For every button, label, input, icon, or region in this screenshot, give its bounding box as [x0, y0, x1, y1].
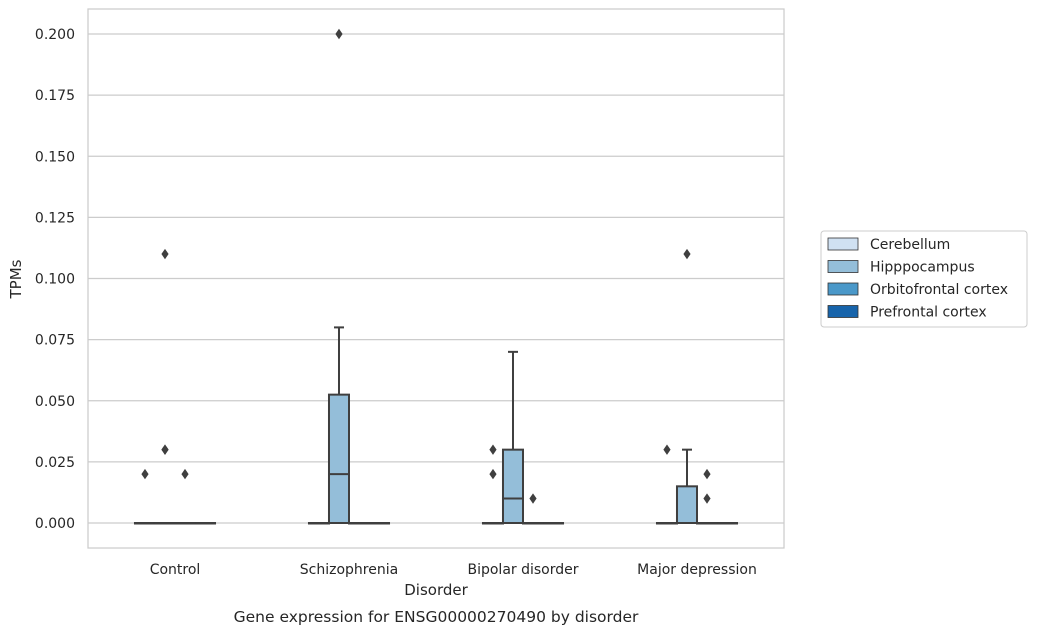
legend-swatch-1	[827, 260, 859, 273]
y-tick-label-1: 0.025	[35, 455, 75, 471]
legend-label-0: Cerebellum	[870, 237, 950, 253]
y-axis-label: TPMs	[7, 259, 25, 299]
box-body	[675, 485, 698, 525]
outlier-1-0-2	[161, 444, 169, 455]
outlier-1-1-0	[335, 28, 343, 40]
y-tick-label-4: 0.100	[35, 272, 75, 288]
box-0-2	[481, 522, 504, 525]
outlier-1-3-0	[683, 248, 691, 260]
legend-frame	[820, 230, 1028, 328]
x-tick-label-1: Schizophrenia	[300, 562, 398, 578]
box-body	[327, 393, 350, 525]
legend-swatch-2	[827, 282, 859, 296]
box-1-0	[153, 522, 177, 525]
box-3-0	[194, 522, 217, 525]
outlier-extra-2	[489, 468, 497, 480]
legend-label-3: Prefrontal cortex	[870, 305, 987, 321]
y-tick-label-3: 0.075	[35, 333, 75, 349]
outlier-extra-1	[489, 444, 497, 455]
x-axis-label: Disorder	[404, 581, 468, 599]
legend-label-1: Hipppocampus	[870, 260, 975, 276]
outlier-2-3-0	[703, 468, 711, 480]
y-tick-label-5: 0.125	[35, 210, 75, 226]
y-tick-labels: 0.000 0.025 0.050 0.075 0.100 0.125 0.150 0.175…	[35, 27, 75, 532]
outlier-extra-0	[141, 468, 149, 480]
box-body	[501, 448, 524, 524]
x-tick-label-0: Control	[150, 562, 201, 578]
box-3-1	[368, 522, 391, 525]
box-2-0	[174, 522, 197, 525]
outlier-2-0-0	[181, 468, 189, 480]
box-0-0	[133, 522, 156, 525]
outlier-2-2-0	[529, 493, 537, 504]
box-3-3	[716, 522, 739, 525]
legend-swatch-0	[827, 237, 859, 251]
box-0-1	[307, 522, 330, 525]
y-tick-label-2: 0.050	[35, 394, 75, 410]
plot-frame	[87, 8, 785, 549]
box-0-3	[655, 522, 678, 525]
box-groups	[133, 326, 739, 525]
box-1-1	[327, 326, 350, 525]
y-tick-label-8: 0.200	[35, 27, 75, 43]
y-tick-label-7: 0.175	[35, 88, 75, 104]
box-1-3	[675, 448, 698, 525]
legend-swatch-3	[827, 305, 859, 318]
x-tick-labels: Control Schizophrenia Bipolar disorder Majo…	[150, 562, 757, 578]
legend: Cerebellum Hipppocampus Orbitofrontal cort…	[820, 230, 1028, 328]
box-1-2	[501, 350, 524, 524]
y-tick-label-0: 0.000	[35, 516, 75, 532]
outlier-1-0-0	[161, 248, 169, 260]
box-2-3	[696, 522, 719, 525]
outlier-points	[141, 28, 711, 504]
legend-label-2: Orbitofrontal cortex	[870, 282, 1008, 298]
x-tick-label-2: Bipolar disorder	[467, 562, 578, 578]
y-tick-label-6: 0.150	[35, 149, 75, 165]
outlier-extra-3	[663, 444, 671, 455]
outlier-2-3-1	[703, 493, 711, 504]
chart-caption: Gene expression for ENSG00000270490 by d…	[234, 608, 639, 626]
box-3-2	[542, 522, 565, 525]
box-2-2	[522, 522, 545, 525]
box-2-1	[348, 522, 371, 525]
x-tick-label-3: Major depression	[637, 562, 757, 578]
